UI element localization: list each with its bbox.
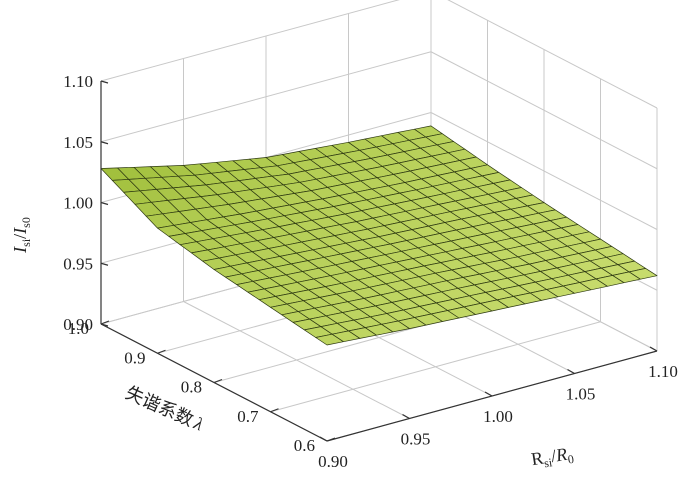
y-tick-label: 0.7	[237, 407, 259, 426]
x-tick	[484, 391, 493, 397]
x-tick-label: 1.10	[648, 362, 678, 381]
x-tick	[319, 436, 328, 442]
z-tick	[100, 141, 109, 145]
x-tick-label: 1.05	[566, 385, 596, 404]
z-tick	[100, 201, 109, 206]
y-tick	[157, 349, 166, 354]
z-tick	[100, 80, 109, 84]
y-tick-label: 1.0	[68, 319, 89, 338]
z-tick-label: 0.95	[63, 254, 93, 273]
axes	[100, 80, 658, 442]
z-tick	[100, 323, 109, 327]
y-tick-label: 0.9	[124, 348, 145, 367]
z-axis-title: Isi/Is0	[10, 217, 33, 254]
grid-line	[447, 0, 658, 109]
grid-line	[100, 0, 400, 82]
y-tick-label: 0.6	[294, 436, 315, 455]
y-tick	[100, 320, 110, 325]
y-tick	[270, 408, 279, 413]
grid-line	[270, 321, 601, 413]
grid-line	[430, 51, 658, 170]
y-tick	[213, 378, 223, 384]
x-tick-label: 0.90	[318, 452, 348, 471]
surface-mesh	[100, 125, 658, 346]
surface-cell	[628, 268, 658, 280]
tick-labels: 0.900.951.001.051.100.60.70.80.91.00.900…	[63, 72, 678, 471]
z-tick	[100, 262, 109, 266]
x-tick-label: 0.95	[401, 430, 431, 449]
grid-line	[430, 112, 658, 230]
z-tick-label: 1.05	[63, 133, 93, 152]
z-tick-label: 1.00	[63, 194, 93, 213]
y-tick	[326, 437, 336, 442]
x-axis-title: Rsi/R0	[530, 443, 575, 472]
grid-line	[100, 51, 432, 143]
y-tick-label: 0.8	[181, 378, 202, 397]
x-tick	[649, 346, 658, 352]
z-tick-label: 1.10	[63, 72, 93, 91]
z-tick-label: 0.90	[63, 315, 93, 334]
x-tick-label: 1.00	[483, 407, 513, 426]
x-tick	[567, 368, 575, 375]
x-tick	[402, 413, 410, 420]
